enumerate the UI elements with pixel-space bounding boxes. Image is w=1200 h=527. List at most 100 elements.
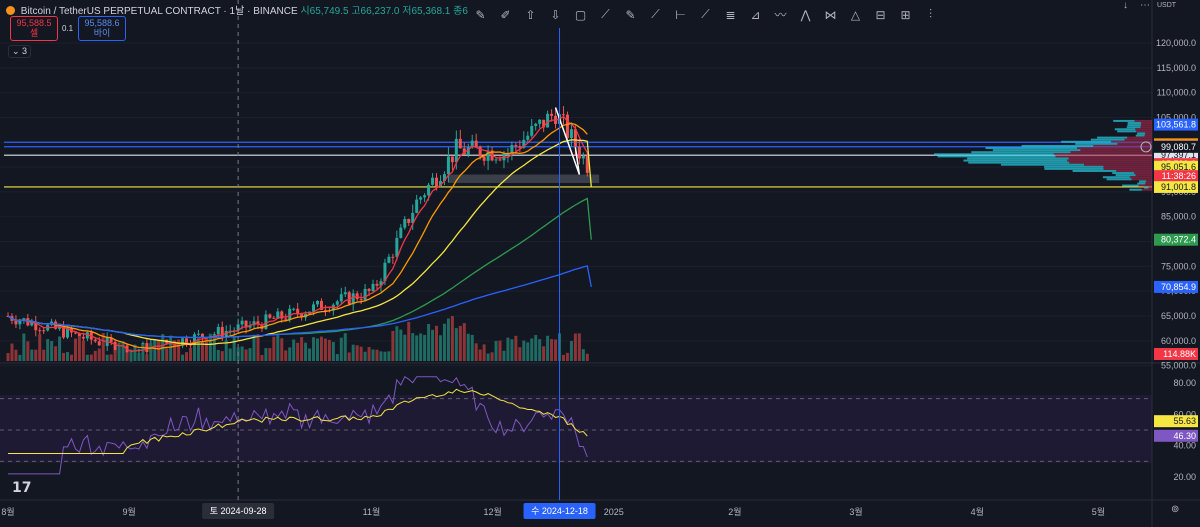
down-arrow-icon[interactable]: ↓ [1123, 0, 1128, 11]
buy-label: 바이 [79, 28, 125, 38]
candle-body [447, 156, 450, 174]
volume-bar [455, 328, 458, 361]
price-range-icon[interactable]: ⊞ [895, 4, 916, 25]
volume-bar [304, 343, 307, 361]
rsi-badge: 46.30 [1173, 431, 1196, 441]
candle-body [415, 200, 418, 213]
volume-bar [153, 339, 156, 361]
candle-body [538, 120, 541, 124]
volume-profile-bar [1139, 185, 1152, 187]
trend-line-icon[interactable]: ⟋ [645, 4, 666, 25]
volume-profile-bar [1069, 157, 1152, 159]
volume-bar [447, 319, 450, 361]
volume-profile-bar [1044, 166, 1103, 168]
volume-bar [7, 353, 10, 361]
date-range-icon[interactable]: ⊟ [870, 4, 891, 25]
volume-bar [181, 355, 184, 361]
brush-icon[interactable]: ✎ [470, 4, 491, 25]
candle-body [419, 197, 422, 199]
volume-bar [574, 334, 577, 361]
volume-profile-bar [1148, 187, 1152, 189]
rectangle-icon[interactable]: ▢ [570, 4, 591, 25]
volume-profile-bar [1104, 168, 1152, 170]
candle-body [423, 195, 426, 197]
highlighter-icon[interactable]: ✐ [495, 4, 516, 25]
ray-icon[interactable]: ⟋ [695, 4, 716, 25]
ohlc-values: 시65,749.5 고66,237.0 저65,368.1 종6 [300, 6, 467, 17]
volume-profile-bar [1084, 164, 1152, 166]
candle-body [534, 124, 537, 126]
volume-bar [495, 341, 498, 361]
price-tick-label: 85,000.0 [1161, 212, 1196, 222]
volume-profile-bar [1091, 139, 1125, 141]
price-badge: 80,372.4 [1161, 235, 1196, 245]
volume-profile-bar [1128, 122, 1141, 124]
volume-bar [415, 335, 418, 361]
volume-profile-bar [1044, 168, 1103, 170]
elliott-wave-icon[interactable]: 〰 [770, 4, 791, 25]
volume-profile-bar [1135, 120, 1152, 122]
settings-icon[interactable]: ⊚ [1171, 504, 1179, 515]
volume-bar [332, 342, 335, 361]
volume-bar [82, 341, 85, 361]
volume-bar [126, 352, 129, 361]
abcd-pattern-icon[interactable]: ⋀ [795, 4, 816, 25]
volume-profile-bar [1145, 182, 1152, 184]
candle-body [435, 178, 438, 187]
volume-bar [586, 354, 589, 361]
fib-retracement-icon[interactable]: ≣ [720, 4, 741, 25]
candle-body [483, 156, 486, 160]
forecast-icon[interactable]: ⫶ [920, 4, 941, 25]
sell-label: 셀 [11, 28, 57, 38]
candle-body [391, 257, 394, 258]
volume-profile-bar [993, 149, 1081, 151]
arrow-up-icon[interactable]: ⇧ [520, 4, 541, 25]
volume-bar [141, 344, 144, 361]
volume-bar [316, 338, 319, 361]
price-badge: 103,561.8 [1156, 120, 1196, 130]
indicator-collapse-button[interactable]: ⌄ 3 [8, 45, 31, 58]
buy-button[interactable]: 95,588.6 바이 [78, 16, 126, 41]
candle-body [364, 289, 367, 300]
volume-bar [245, 350, 248, 361]
more-icon[interactable]: ⋯ [1140, 0, 1150, 11]
gann-fan-icon[interactable]: ⊿ [745, 4, 766, 25]
volume-bar [506, 338, 509, 361]
candle-body [280, 311, 283, 318]
arrow-down-icon[interactable]: ⇩ [545, 4, 566, 25]
volume-profile-bar [1127, 126, 1141, 128]
volume-profile-bar [1142, 189, 1152, 191]
horizontal-ray-icon[interactable]: ⊢ [670, 4, 691, 25]
rsi-band [0, 395, 1152, 463]
volume-bar [296, 343, 299, 361]
xabcd-pattern-icon[interactable]: ⋈ [820, 4, 841, 25]
bitcoin-icon [6, 6, 15, 15]
volume-bar [379, 351, 382, 361]
volume-profile-bar [1097, 137, 1127, 139]
volume-profile-bar [1144, 187, 1148, 189]
candle-body [344, 292, 347, 294]
volume-bar [419, 333, 422, 361]
path-icon[interactable]: ⟋ [595, 4, 616, 25]
volume-bar [217, 350, 220, 361]
currency-label[interactable]: USDT [1157, 2, 1176, 9]
volume-profile-bar [1115, 128, 1135, 130]
candle-body [550, 114, 553, 116]
price-badge: 91,001.8 [1161, 182, 1196, 192]
volume-profile-bar [1127, 124, 1141, 126]
volume-bar [491, 352, 494, 361]
volume-profile-bar [1116, 174, 1136, 176]
volume-profile-bar [1141, 126, 1152, 128]
volume-bar [387, 351, 390, 361]
volume-profile-bar [1071, 151, 1152, 153]
candle-body [296, 309, 299, 314]
volume-bar [264, 348, 267, 361]
triangle-pattern-icon[interactable]: △ [845, 4, 866, 25]
sell-button[interactable]: 95,588.5 셀 [10, 16, 58, 41]
candle-body [475, 141, 478, 147]
symbol-title[interactable]: Bitcoin / TetherUS PERPETUAL CONTRACT · … [21, 6, 298, 17]
candle-body [38, 330, 41, 331]
pen-icon[interactable]: ✎ [620, 4, 641, 25]
volume-profile-bar [1056, 155, 1152, 157]
